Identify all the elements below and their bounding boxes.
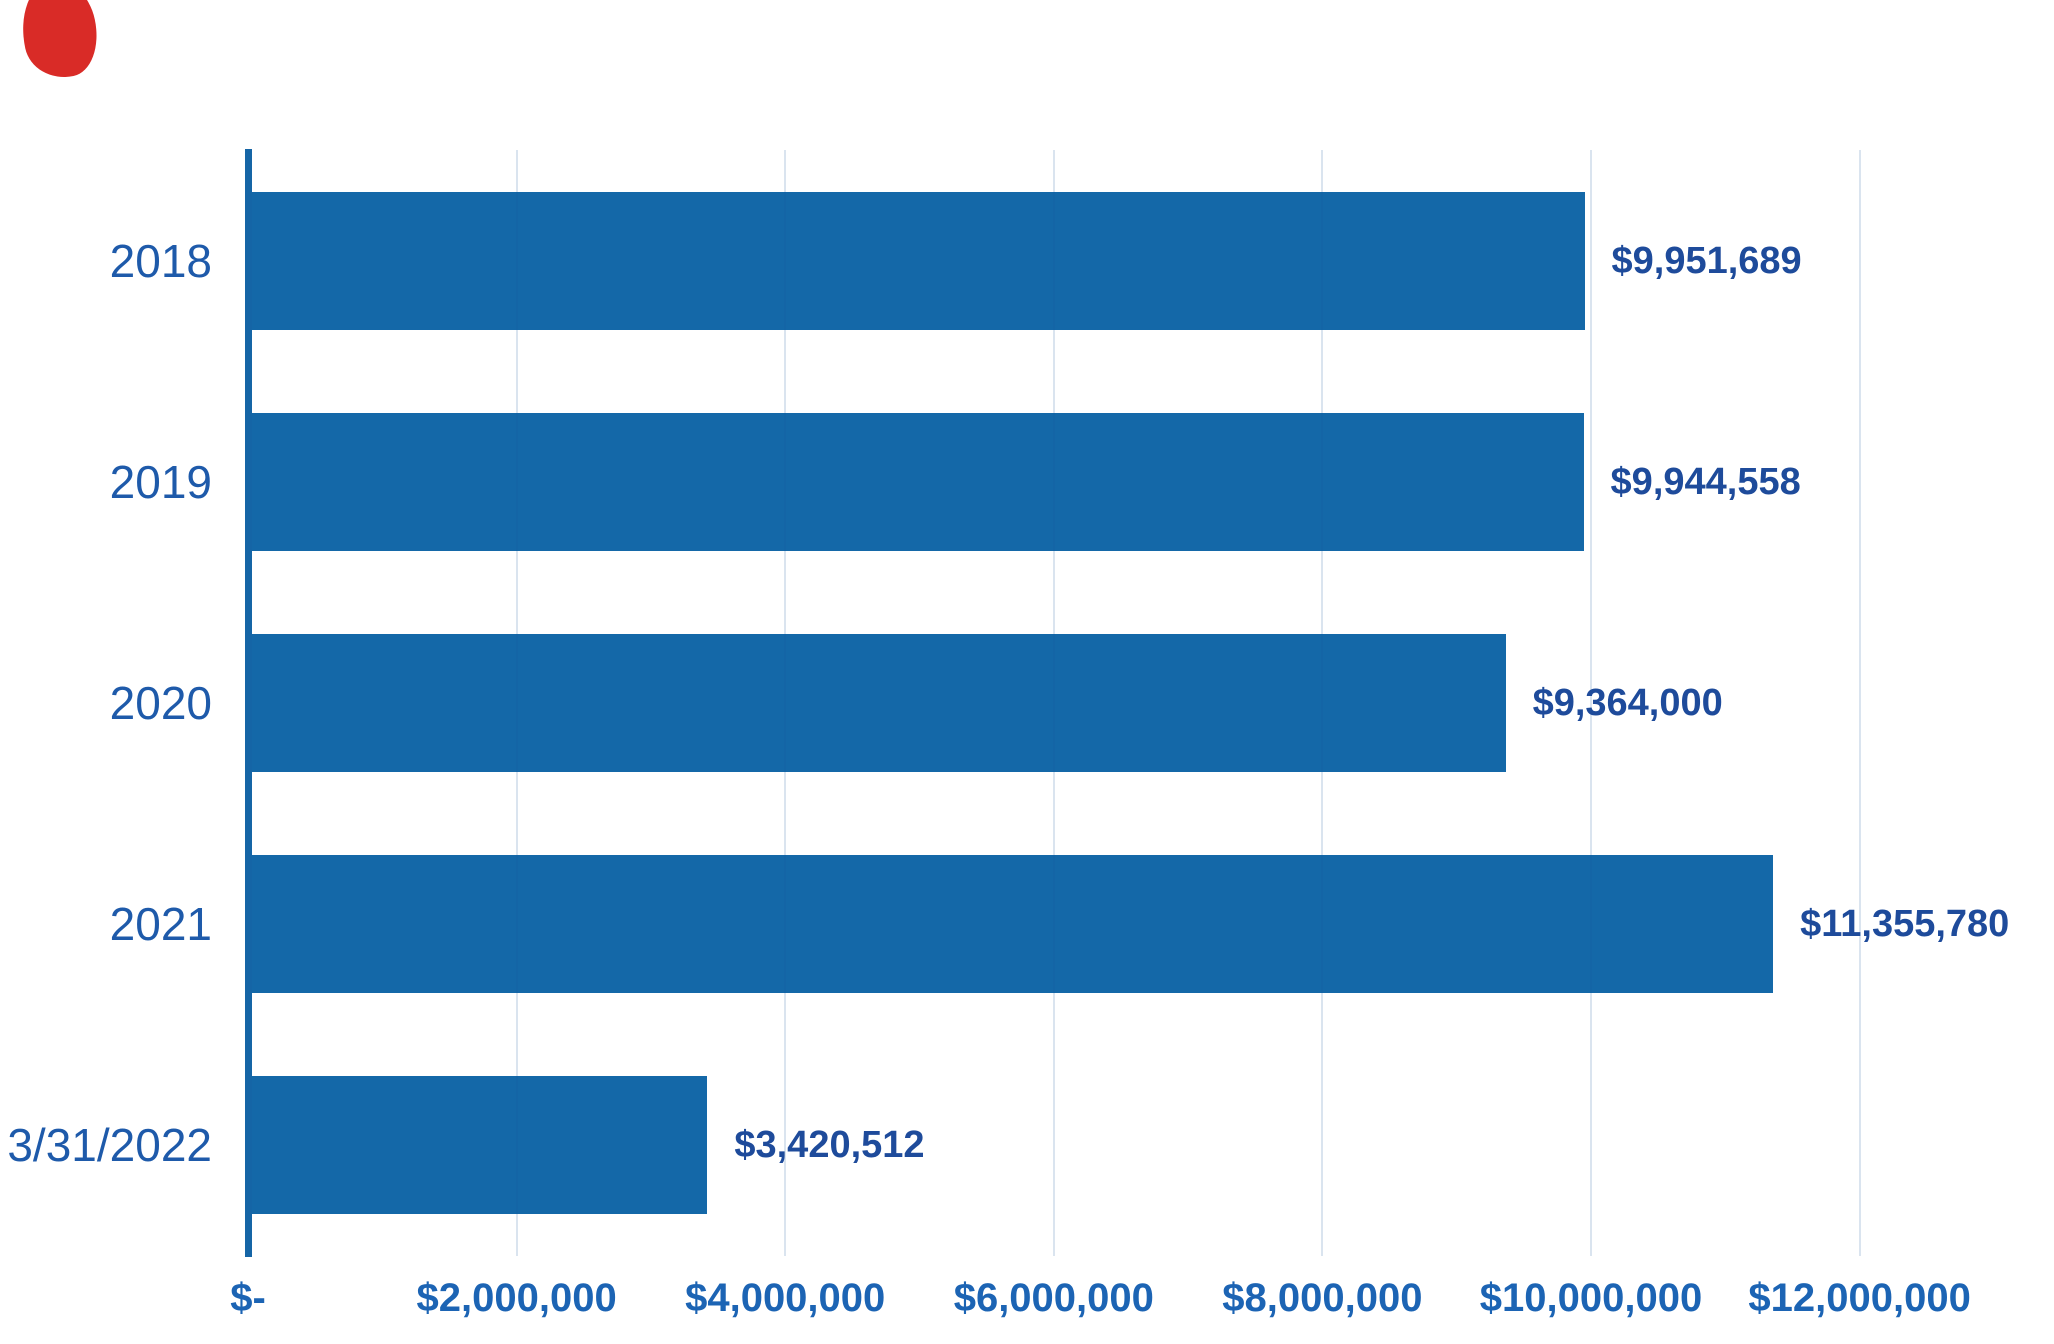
bar-3-31-2022 (248, 1076, 708, 1215)
value-label: $9,951,689 (1611, 239, 1802, 282)
bar-2021 (248, 855, 1774, 994)
gridline (1590, 150, 1592, 1256)
value-label: $9,944,558 (1610, 460, 1801, 503)
value-label: $11,355,780 (1800, 903, 2010, 946)
bar-2018 (248, 191, 1585, 330)
gridline (1052, 150, 1055, 1256)
value-label: $9,364,000 (1532, 682, 1723, 724)
y-axis-line (244, 149, 252, 1257)
x-tick-label: $8,000,000 (1222, 1276, 1423, 1320)
category-label: 3/31/2022 (7, 1119, 212, 1172)
x-tick-label: $4,000,000 (685, 1276, 886, 1320)
bar-2020 (248, 634, 1506, 772)
x-tick-label: $12,000,000 (1748, 1276, 1971, 1320)
x-tick-label: $10,000,000 (1479, 1276, 1703, 1320)
category-label: 2021 (109, 898, 212, 951)
red-corner-mark (12, 0, 106, 85)
x-tick-label: $6,000,000 (953, 1276, 1154, 1320)
gridline (1321, 150, 1324, 1256)
gridline (515, 150, 518, 1256)
gridline (784, 150, 787, 1256)
gridline (1858, 150, 1861, 1256)
x-tick-label: $2,000,000 (416, 1276, 617, 1320)
x-tick-label: $- (230, 1276, 266, 1320)
value-label: $3,420,512 (734, 1124, 925, 1167)
category-label: 2018 (109, 234, 212, 287)
category-label: 2020 (109, 677, 212, 729)
bar-2019 (248, 412, 1584, 551)
category-label: 2019 (109, 455, 212, 508)
